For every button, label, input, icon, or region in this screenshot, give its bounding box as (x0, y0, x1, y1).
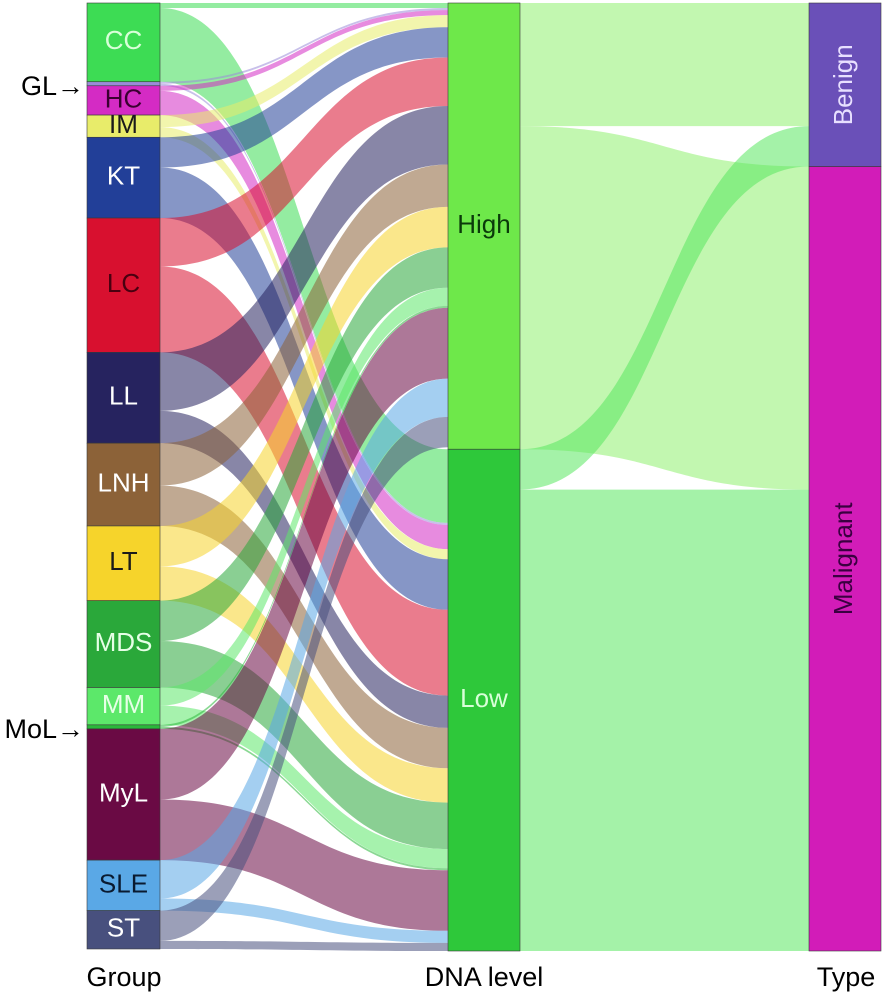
node-label-mds: MDS (95, 627, 153, 657)
node-label-lnh: LNH (97, 467, 149, 497)
node-label-hc: HC (105, 83, 143, 113)
dna-level-axis-label: DNA level (425, 962, 544, 992)
node-label-lc: LC (107, 268, 140, 298)
node-label-myl: MyL (99, 777, 148, 807)
node-label-sle: SLE (99, 868, 148, 898)
node-benign (808, 2, 882, 167)
node-high (447, 2, 521, 450)
flow-hc-to-high (160, 10, 448, 91)
node-st (86, 910, 161, 950)
node-lt (86, 525, 161, 601)
flow-low-to-malignant (520, 489, 809, 951)
node-myl (86, 728, 161, 861)
group-axis-label: Group (86, 962, 161, 992)
flow-mol-to-low (160, 726, 448, 871)
flow-st-to-low (160, 940, 448, 951)
flow-myl-to-high (160, 307, 448, 800)
node-label-im: IM (109, 109, 138, 139)
node-kt (86, 136, 161, 219)
flow-low-to-benign (520, 126, 809, 490)
flow-lnh-to-high (160, 164, 448, 486)
flow-st-to-high (160, 416, 448, 941)
type-axis-label: Type (817, 962, 876, 992)
node-label-low: Low (460, 683, 508, 713)
node-label-lt: LT (109, 546, 138, 576)
flow-cc-to-high (160, 3, 448, 9)
mol-pointer-label: MoL→ (4, 714, 84, 744)
flow-kt-to-high (160, 27, 448, 168)
node-low (447, 448, 521, 952)
node-label-high: High (457, 209, 510, 239)
flow-mm-to-low (160, 705, 448, 869)
node-cc (86, 2, 161, 83)
flow-mds-to-high (160, 247, 448, 642)
node-mol (86, 724, 161, 730)
flow-mol-to-high (160, 305, 448, 727)
flow-lc-to-high (160, 57, 448, 267)
links-dna-to-type (520, 3, 809, 951)
node-malignant (808, 166, 882, 952)
flow-lt-to-high (160, 206, 448, 567)
node-hc (86, 85, 161, 116)
node-lnh (86, 442, 161, 527)
flow-sle-to-high (160, 378, 448, 899)
flow-high-to-benign (520, 3, 809, 127)
node-label-malignant: Malignant (828, 502, 858, 616)
node-label-st: ST (107, 913, 140, 943)
flow-mm-to-high (160, 287, 448, 706)
labels: GL→ MoL→ Group DNA level Type (4, 71, 875, 992)
flow-im-to-high (160, 15, 448, 128)
node-ll (86, 352, 161, 444)
node-mm (86, 687, 161, 726)
flow-ll-to-high (160, 105, 448, 411)
node-mds (86, 600, 161, 688)
node-label-mm: MM (102, 689, 145, 719)
gl-pointer-label: GL→ (21, 71, 84, 101)
node-label-ll: LL (109, 381, 138, 411)
links-group-to-dna (160, 3, 448, 951)
node-label-kt: KT (107, 161, 140, 191)
node-label-benign: Benign (828, 44, 858, 125)
node-label-cc: CC (105, 25, 143, 55)
flow-gl-to-high (160, 8, 448, 84)
node-lc (86, 217, 161, 353)
flow-sle-to-low (160, 898, 448, 943)
